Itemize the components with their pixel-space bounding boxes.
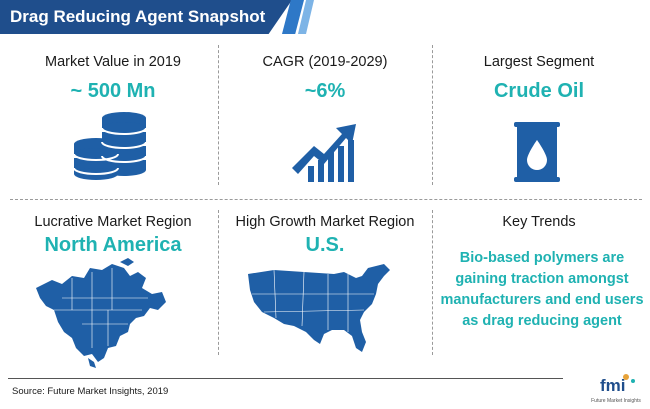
largest-segment-value: Crude Oil [493, 80, 584, 102]
divider [432, 210, 433, 355]
source-note: Source: Future Market Insights, 2019 [12, 386, 169, 397]
coin-stack-icon [73, 112, 147, 180]
svg-text:Future Market Insights: Future Market Insights [591, 398, 641, 404]
divider [432, 45, 433, 185]
page-title: Drag Reducing Agent Snapshot [0, 0, 292, 34]
usa-map-icon [248, 264, 390, 352]
cagr-value: ~6% [304, 80, 346, 102]
lucrative-region-value: North America [44, 234, 182, 256]
fmi-logo: fmi Future Market Insights [591, 374, 641, 404]
svg-text:fmi: fmi [600, 376, 626, 395]
largest-segment-label: Largest Segment [483, 54, 595, 70]
divider [218, 45, 219, 185]
market-value-label: Market Value in 2019 [45, 54, 181, 70]
high-growth-region-label: High Growth Market Region [235, 214, 415, 230]
growth-chart-icon [292, 124, 356, 182]
cagr-label: CAGR (2019-2029) [262, 54, 388, 70]
market-value: ~ 500 Mn [70, 80, 156, 102]
north-america-map-icon [36, 258, 166, 368]
key-trends-value: Bio-based polymers are gaining traction … [440, 250, 644, 329]
high-growth-region-value: U.S. [305, 234, 345, 256]
divider [10, 199, 642, 200]
oil-barrel-icon [514, 122, 560, 182]
lucrative-region-label: Lucrative Market Region [34, 214, 192, 230]
key-trends-label: Key Trends [502, 214, 576, 230]
footer-divider [8, 378, 563, 379]
divider [218, 210, 219, 355]
